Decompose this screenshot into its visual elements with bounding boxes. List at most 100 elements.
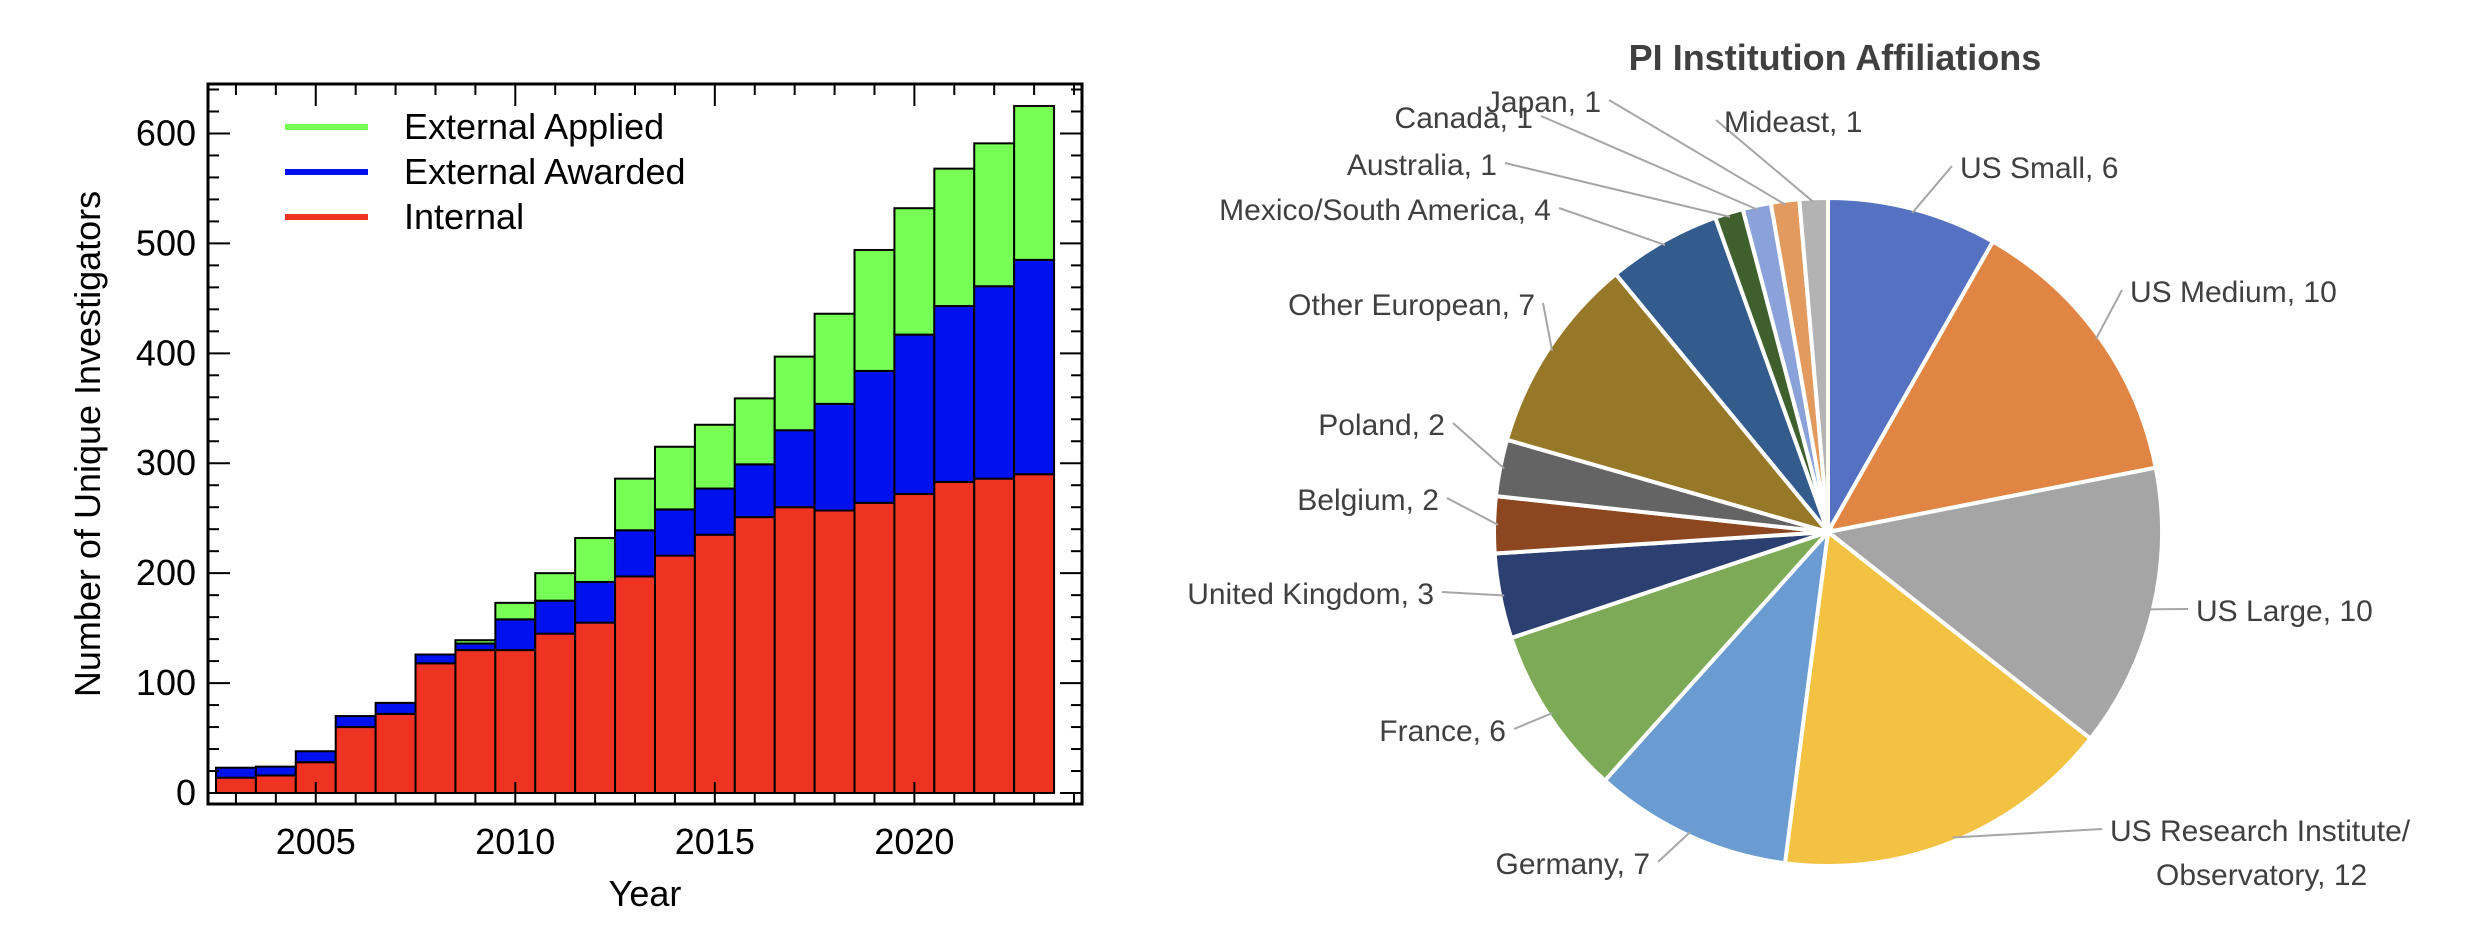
- pie-leader-france-6: [1513, 712, 1553, 730]
- bar-external-applied-2012: [574, 536, 617, 583]
- pie-leader-poland-2: [1452, 422, 1505, 470]
- pie-leader-belgium-2: [1446, 497, 1499, 526]
- pie-label-japan-1: Japan, 1: [1486, 86, 1601, 119]
- pie-label-other-european-7: Other European, 7: [1288, 289, 1535, 322]
- bar-external-awarded-2014: [653, 508, 696, 557]
- y-tick-label: 0: [176, 772, 196, 813]
- bar-external-awarded-2008: [414, 653, 457, 665]
- pie-label-us-research-institute-observatory-12-line1: US Research Institute/: [2110, 815, 2411, 848]
- bar-external-awarded-2006: [334, 715, 377, 729]
- pie-slice-us-medium-10: [1824, 238, 2159, 535]
- x-tick-label: 2020: [874, 821, 954, 862]
- bar-layer: [214, 104, 1056, 795]
- bar-external-applied-2009: [454, 639, 497, 645]
- pie-leader-mideast-1: [1715, 119, 1815, 204]
- pie-label-belgium-2: Belgium, 2: [1297, 484, 1439, 517]
- x-tick-label: 2005: [276, 821, 356, 862]
- bar-external-applied-2022: [973, 142, 1016, 288]
- pie-leader-germany-7: [1657, 831, 1692, 863]
- x-tick-label: 2010: [475, 821, 555, 862]
- pie-leader-united-kingdom-3: [1441, 591, 1505, 597]
- bar-external-applied-2013: [614, 477, 656, 532]
- bar-external-awarded-2007: [374, 701, 417, 715]
- x-axis-label: Year: [609, 873, 682, 914]
- bar-external-applied-2020: [893, 207, 936, 336]
- axis-ticks: 2005 2010 2015 2020 0 100 200 300 400 500 600: [136, 84, 1082, 862]
- bar-external-awarded-2019: [853, 369, 896, 504]
- pie-leader-lines: [1441, 99, 2189, 863]
- bar-external-applied-2019: [853, 248, 896, 372]
- bar-internal-2016: [733, 516, 776, 795]
- bar-external-applied-2010: [494, 601, 537, 621]
- bar-external-awarded-2022: [973, 285, 1016, 480]
- bar-external-awarded-2012: [574, 580, 617, 624]
- affiliations-pie-chart: PI Institution Affiliations US Small, 6U…: [1187, 37, 2411, 892]
- pie-leader-us-research-institute-observatory-12: [1952, 828, 2103, 839]
- bar-external-awarded-2017: [773, 429, 816, 509]
- pie-slice-other-european-7: [1504, 271, 1834, 536]
- bar-internal-2009: [454, 649, 497, 795]
- bar-internal-2007: [374, 712, 417, 795]
- y-tick-label: 200: [136, 552, 196, 593]
- legend-label-internal: Internal: [404, 196, 524, 237]
- bar-external-awarded-2003: [214, 766, 257, 779]
- pie-slice-mideast-1: [1797, 195, 1830, 533]
- bar-internal-2021: [933, 480, 976, 795]
- bar-external-awarded-2018: [813, 402, 856, 512]
- y-tick-label: 600: [136, 112, 196, 153]
- bar-internal-2003: [214, 776, 257, 795]
- y-tick-label: 100: [136, 662, 196, 703]
- y-tick-label: 300: [136, 442, 196, 483]
- pie-slices: [1492, 195, 2164, 868]
- bar-internal-2011: [534, 632, 577, 795]
- pie-label-mideast-1: Mideast, 1: [1724, 106, 1862, 139]
- bar-internal-2023: [1013, 473, 1056, 795]
- legend-label-external-awarded: External Awarded: [404, 151, 686, 192]
- pie-leader-other-european-7: [1542, 302, 1554, 352]
- y-tick-label: 400: [136, 332, 196, 373]
- bar-internal-2004: [254, 774, 297, 795]
- bar-internal-2014: [653, 554, 696, 795]
- bar-internal-2018: [813, 509, 856, 795]
- pie-label-us-medium-10: US Medium, 10: [2130, 276, 2337, 309]
- pie-label-united-kingdom-3: United Kingdom, 3: [1187, 578, 1434, 611]
- plot-frame: [206, 82, 1084, 806]
- bar-internal-2020: [893, 493, 936, 795]
- bar-internal-2010: [494, 649, 537, 795]
- pie-leader-canada-1: [1540, 115, 1758, 211]
- pie-label-germany-7: Germany, 7: [1496, 848, 1651, 881]
- bar-internal-2006: [334, 726, 377, 795]
- pie-leader-mexico-south-america-4: [1558, 207, 1666, 246]
- bar-external-awarded-2011: [534, 599, 577, 635]
- bar-internal-2019: [853, 501, 896, 795]
- pie-leader-japan-1: [1608, 99, 1787, 206]
- pie-label-australia-1: Australia, 1: [1347, 149, 1497, 182]
- bar-external-awarded-2010: [494, 618, 537, 652]
- y-axis-label: Number of Unique Investigators: [67, 191, 108, 697]
- pie-label-us-research-institute-observatory-12-line2: Observatory, 12: [2156, 859, 2367, 892]
- bar-internal-2008: [414, 662, 457, 795]
- y-tick-label: 500: [136, 222, 196, 263]
- pie-slice-us-small-6: [1826, 195, 1996, 540]
- pie-leader-australia-1: [1504, 162, 1731, 218]
- bar-external-awarded-2023: [1013, 258, 1056, 476]
- bar-external-applied-2016: [733, 397, 776, 466]
- bar-external-applied-2014: [653, 445, 696, 511]
- bar-external-applied-2023: [1013, 104, 1056, 261]
- bar-internal-2012: [574, 621, 617, 795]
- pie-label-us-large-10: US Large, 10: [2196, 595, 2373, 628]
- bar-external-applied-2015: [693, 423, 736, 490]
- bar-internal-2022: [973, 477, 1016, 795]
- pie-label-france-6: France, 6: [1379, 715, 1506, 748]
- pie-slice-germany-7: [1602, 525, 1831, 866]
- pie-label-mexico-south-america-4: Mexico/South America, 4: [1219, 194, 1551, 227]
- bar-external-awarded-2020: [893, 333, 936, 496]
- investigators-bar-chart: 2005 2010 2015 2020 0 100 200 300 400 500 600 Exte…: [67, 82, 1084, 914]
- pie-labels: US Small, 6 US Medium, 10 US Large, 10 US R…: [1187, 86, 2411, 892]
- bar-external-awarded-2013: [614, 529, 656, 578]
- pie-slice-us-research-institute-observatory-12: [1782, 528, 2094, 868]
- legend-label-external-applied: External Applied: [404, 106, 664, 147]
- bar-internal-2013: [614, 575, 656, 795]
- bar-external-applied-2021: [933, 167, 976, 308]
